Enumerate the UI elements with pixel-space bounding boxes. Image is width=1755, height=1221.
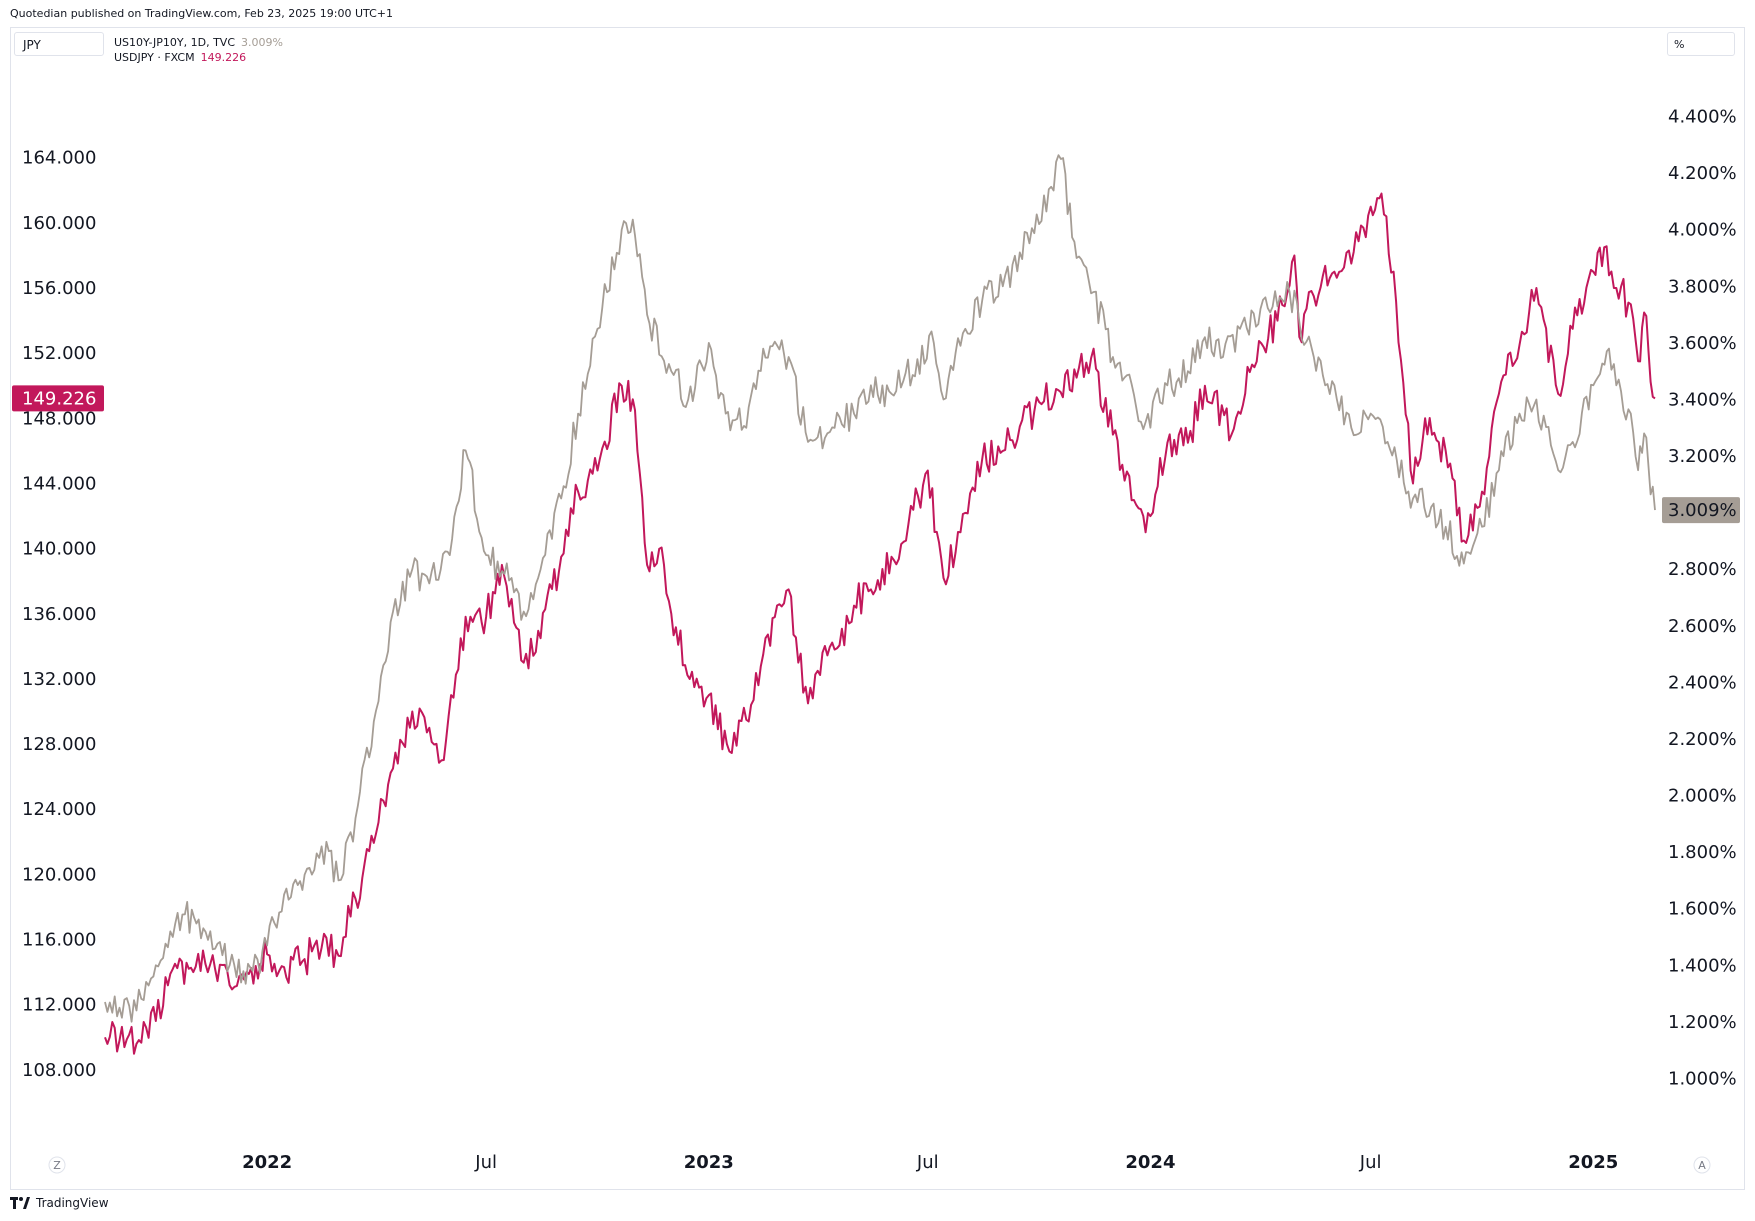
right-tick-label: 2.200% (1668, 729, 1737, 750)
left-tick-label: 132.000 (22, 669, 96, 690)
tradingview-logo-icon (10, 1197, 30, 1209)
right-tick-label: 1.400% (1668, 955, 1737, 976)
usdjpy-last-value-label: 149.226 (22, 388, 96, 409)
left-tick-label: 152.000 (22, 343, 96, 364)
auto-scale-button-label: A (1698, 1159, 1706, 1172)
chart-legend: US10Y-JP10Y, 1D, TVC 3.009% USDJPY · FXCM… (114, 35, 283, 65)
left-tick-label: 116.000 (22, 930, 96, 951)
legend-value-usdjpy: 149.226 (200, 51, 247, 64)
left-tick-label: 124.000 (22, 799, 96, 820)
left-tick-label: 144.000 (22, 473, 96, 494)
zoom-button-left[interactable]: Z (48, 1156, 66, 1174)
right-tick-label: 2.800% (1668, 559, 1737, 580)
footer-brand-label: TradingView (36, 1196, 109, 1210)
legend-row-usdjpy[interactable]: USDJPY · FXCM 149.226 (114, 50, 283, 65)
legend-label-usdjpy: USDJPY · FXCM (114, 51, 195, 64)
left-tick-label: 136.000 (22, 604, 96, 625)
left-tick-label: 140.000 (22, 539, 96, 560)
spread-last-value-label: 3.009% (1668, 500, 1737, 521)
time-tick-label: 2023 (684, 1152, 734, 1173)
right-tick-label: 3.400% (1668, 389, 1737, 410)
right-axis[interactable]: 1.000% 1.200% 1.400% 1.600% 1.800% 2.000% 2.20… (1668, 107, 1737, 1090)
time-tick-label: 2024 (1125, 1152, 1175, 1173)
left-tick-label: 112.000 (22, 995, 96, 1016)
chart-svg[interactable]: 108.000 112.000 116.000 120.000 124.000 128.0… (0, 0, 1755, 1190)
time-tick-label: 2022 (242, 1152, 292, 1173)
right-tick-label: 4.400% (1668, 107, 1737, 128)
publisher-line: Quotedian published on TradingView.com, … (10, 7, 393, 20)
right-tick-label: 1.200% (1668, 1012, 1737, 1033)
time-tick-label: Jul (474, 1152, 497, 1173)
usdjpy-last-value-badge (12, 385, 104, 412)
right-tick-label: 3.600% (1668, 333, 1737, 354)
left-axis[interactable]: 108.000 112.000 116.000 120.000 124.000 128.0… (22, 148, 96, 1081)
zoom-button-left-label: Z (53, 1159, 61, 1172)
time-tick-label: Jul (916, 1152, 939, 1173)
right-tick-label: 1.600% (1668, 899, 1737, 920)
left-tick-label: 148.000 (22, 408, 96, 429)
legend-row-spread[interactable]: US10Y-JP10Y, 1D, TVC 3.009% (114, 35, 283, 50)
left-tick-label: 108.000 (22, 1060, 96, 1081)
right-tick-label: 4.000% (1668, 220, 1737, 241)
left-tick-label: 156.000 (22, 278, 96, 299)
right-tick-label: 3.800% (1668, 276, 1737, 297)
time-tick-label: Jul (1359, 1152, 1382, 1173)
footer-brand[interactable]: TradingView (10, 1196, 109, 1210)
chart-frame (10, 27, 1745, 1190)
symbol-search-box[interactable]: JPY (14, 32, 104, 56)
right-tick-label: 3.200% (1668, 446, 1737, 467)
legend-value-spread: 3.009% (241, 36, 283, 49)
percent-scale-button[interactable]: % (1667, 32, 1735, 56)
auto-scale-button[interactable]: A (1693, 1156, 1711, 1174)
right-tick-label: 2.000% (1668, 786, 1737, 807)
time-axis[interactable]: 2022 Jul 2023 Jul 2024 Jul 2025 (242, 1152, 1618, 1173)
spread-line[interactable] (104, 154, 1656, 1023)
left-tick-label: 160.000 (22, 213, 96, 234)
left-tick-label: 128.000 (22, 734, 96, 755)
time-tick-label: 2025 (1568, 1152, 1618, 1173)
spread-last-value-badge (1662, 497, 1740, 524)
right-tick-label: 4.200% (1668, 163, 1737, 184)
left-tick-label: 120.000 (22, 864, 96, 885)
usdjpy-line[interactable] (104, 192, 1656, 1055)
right-tick-label: 1.000% (1668, 1068, 1737, 1089)
last-value-labels: 149.226 3.009% (12, 385, 1740, 524)
left-tick-label: 164.000 (22, 148, 96, 169)
legend-label-spread: US10Y-JP10Y, 1D, TVC (114, 36, 235, 49)
right-tick-label: 2.400% (1668, 672, 1737, 693)
series-layer (104, 154, 1656, 1055)
right-tick-label: 1.800% (1668, 842, 1737, 863)
right-tick-label: 2.600% (1668, 616, 1737, 637)
